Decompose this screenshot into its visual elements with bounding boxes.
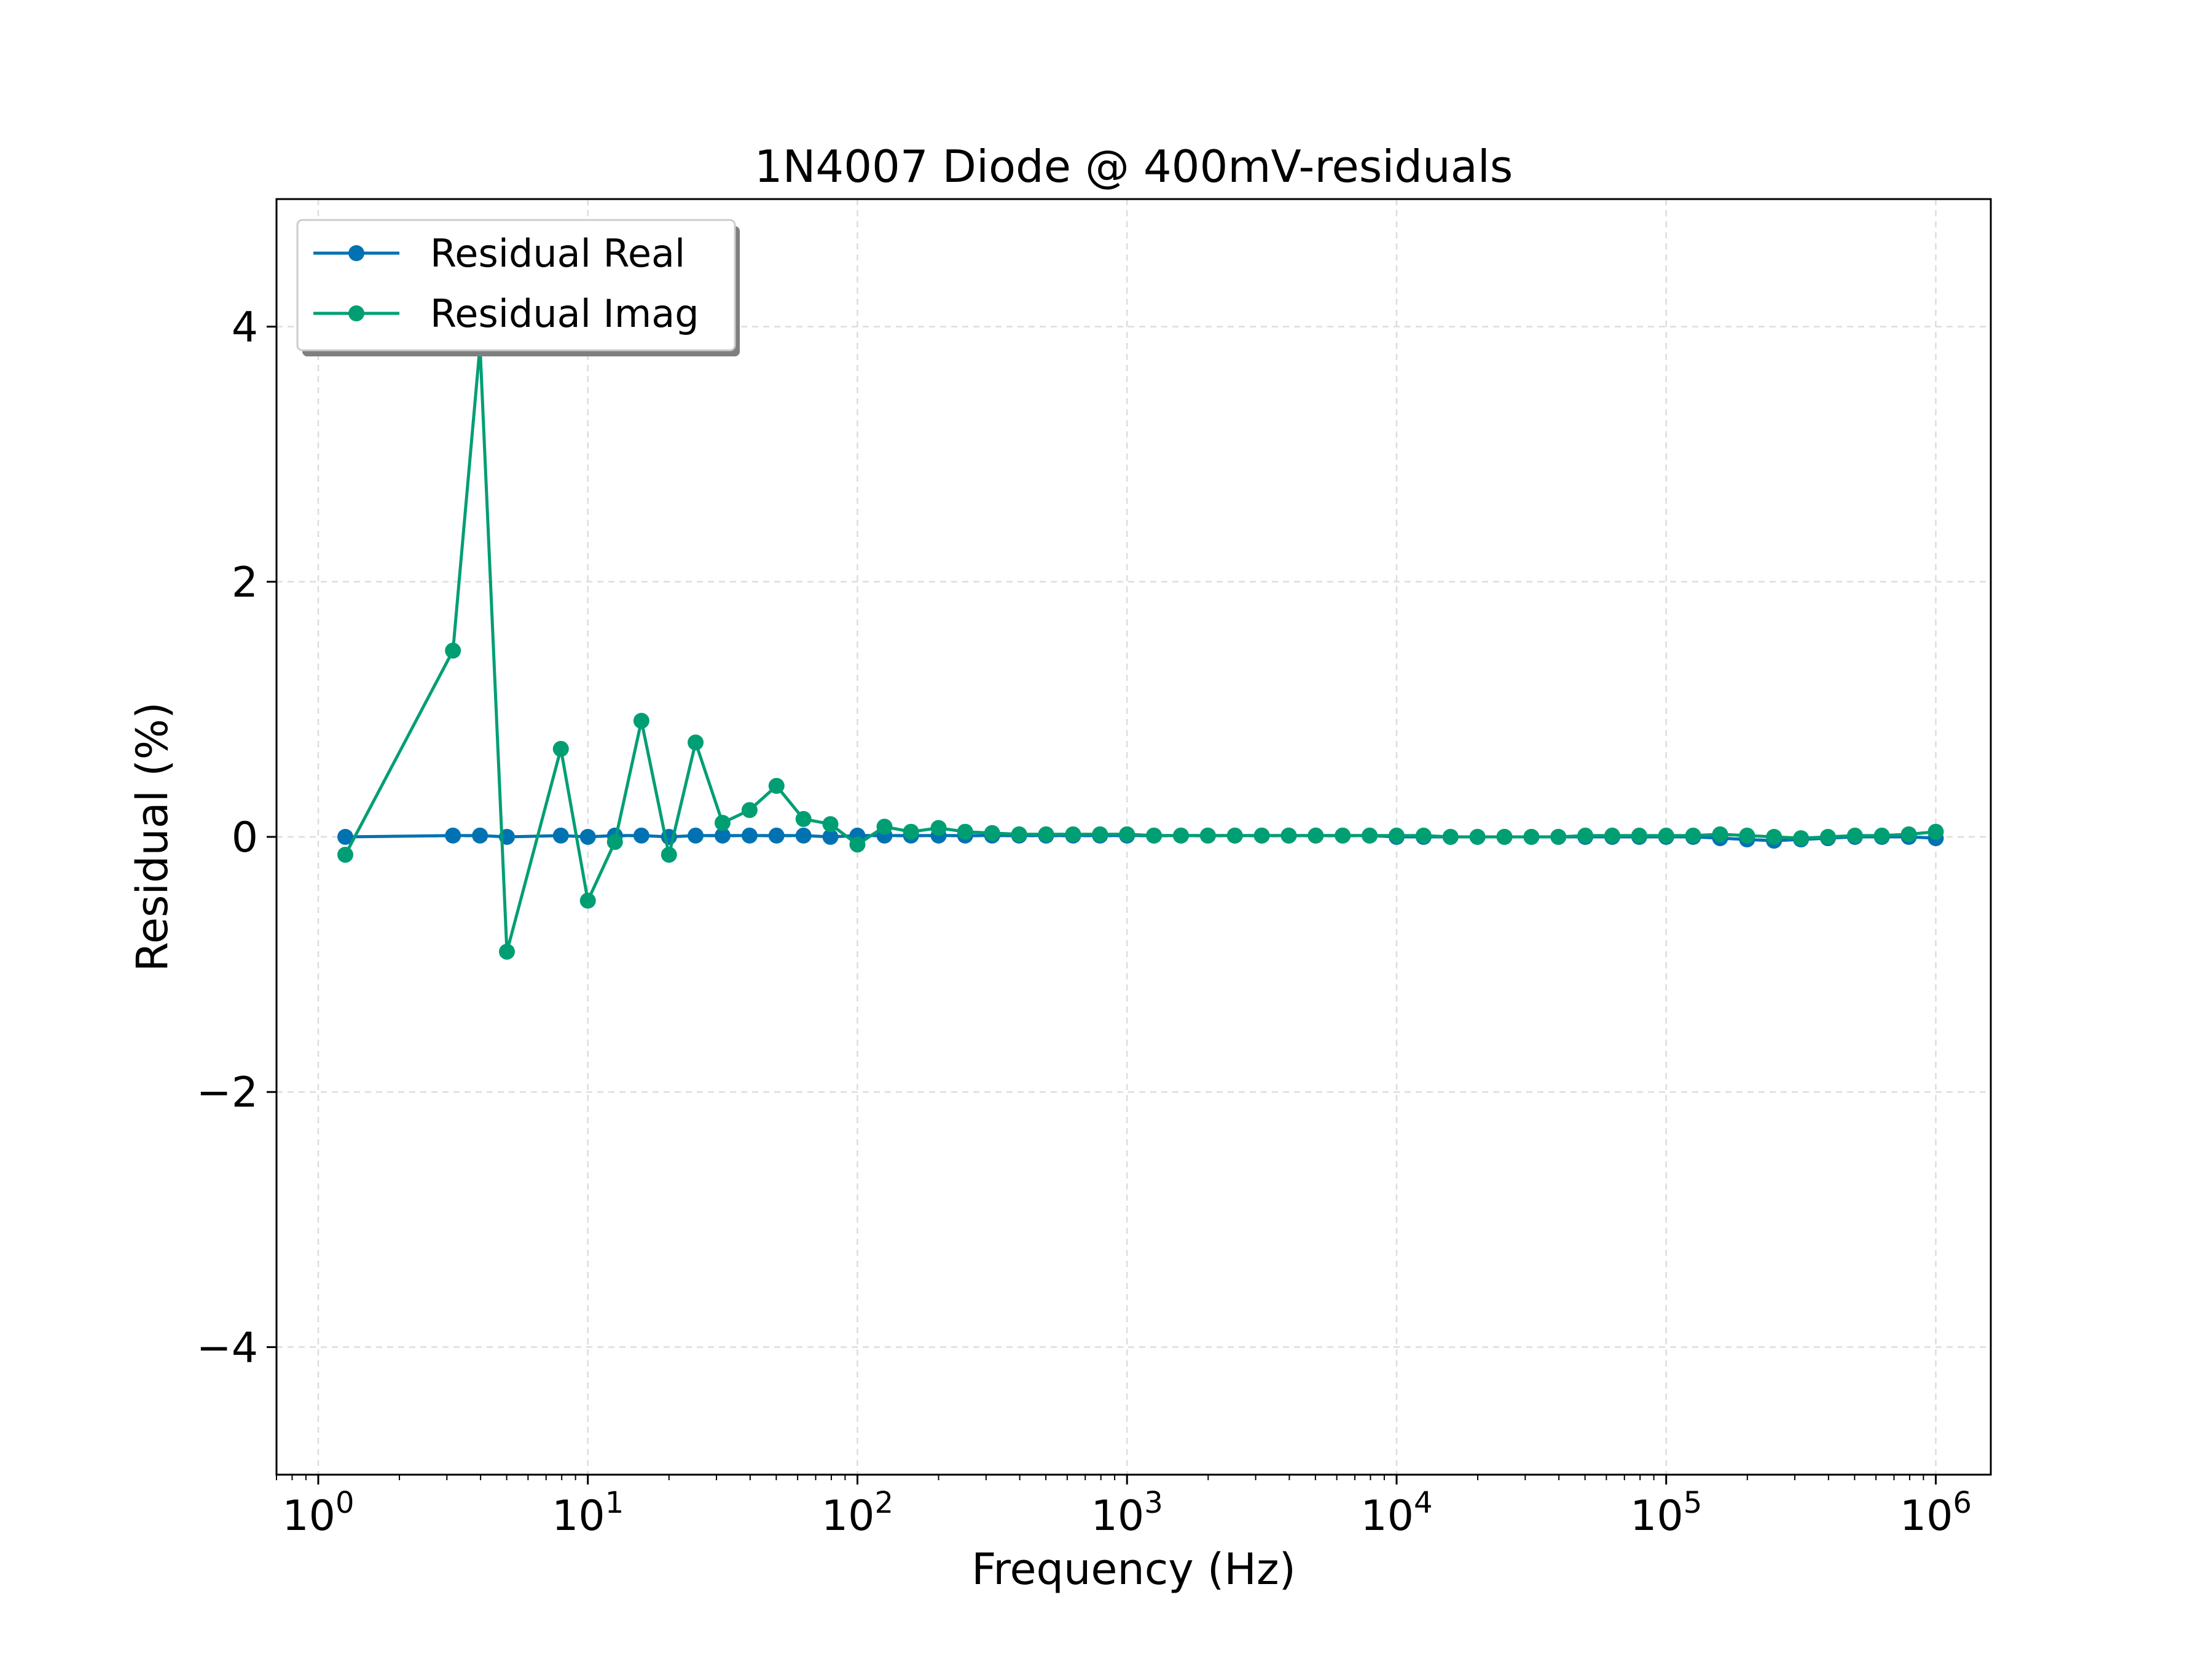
data-point-residual-imag (1604, 827, 1620, 844)
data-point-residual-imag (1766, 829, 1783, 845)
x-tick-label: 105 (1630, 1486, 1702, 1540)
data-point-residual-imag (984, 825, 1000, 841)
data-point-residual-imag (1362, 827, 1378, 844)
x-tick-label: 100 (282, 1486, 354, 1540)
data-point-residual-imag (930, 820, 947, 836)
y-tick-label: −4 (197, 1324, 258, 1372)
data-point-residual-imag (903, 823, 919, 840)
data-point-residual-imag (1496, 829, 1513, 845)
x-axis: 100 101 102 103 104 105 106 (276, 1475, 1972, 1540)
data-point-residual-imag (876, 818, 893, 835)
y-tick-label: −2 (197, 1069, 258, 1117)
data-point-residual-imag (1065, 826, 1081, 842)
x-tick-label: 103 (1091, 1486, 1163, 1540)
data-point-residual-imag (1523, 829, 1540, 845)
data-point-residual-imag (1011, 826, 1027, 842)
data-point-residual-imag (1415, 827, 1432, 844)
data-point-residual-imag (579, 892, 596, 909)
data-point-residual-imag (1550, 829, 1567, 845)
plot-area (337, 337, 1944, 960)
data-point-residual-imag (661, 847, 677, 863)
y-tick-label: 4 (232, 304, 258, 352)
data-point-residual-imag (1928, 823, 1944, 840)
y-tick-label: 2 (232, 559, 258, 607)
data-point-residual-imag (1658, 827, 1674, 844)
data-point-residual-imag (1631, 827, 1647, 844)
data-point-residual-imag (1442, 829, 1459, 845)
data-point-residual-real (795, 827, 812, 844)
data-point-residual-imag (633, 713, 649, 729)
legend-box (296, 219, 736, 351)
y-tick-label: 0 (232, 814, 258, 862)
data-point-residual-imag (1469, 829, 1486, 845)
data-point-residual-imag (1226, 827, 1243, 844)
data-point-residual-real (445, 827, 461, 844)
data-point-residual-real (688, 827, 704, 844)
data-point-residual-imag (1685, 827, 1701, 844)
data-point-residual-imag (1092, 826, 1108, 842)
data-point-residual-imag (606, 834, 623, 850)
data-point-residual-imag (499, 943, 516, 960)
data-point-residual-imag (1335, 827, 1351, 844)
data-point-residual-real (822, 829, 839, 845)
data-point-residual-imag (1119, 826, 1135, 842)
data-point-residual-real (472, 827, 488, 844)
data-point-residual-imag (1172, 827, 1189, 844)
legend-dot-residual-imag (348, 305, 364, 321)
data-point-residual-imag (1308, 827, 1324, 844)
data-point-residual-real (714, 827, 731, 844)
data-point-residual-imag (1739, 827, 1755, 844)
x-tick-label: 104 (1360, 1486, 1432, 1540)
data-point-residual-imag (795, 810, 812, 827)
chart-title: 1N4007 Diode @ 400mV-residuals (755, 141, 1513, 192)
data-point-residual-imag (1038, 826, 1054, 842)
legend: Residual Real Residual Imag (296, 219, 740, 356)
x-tick-label: 101 (552, 1486, 624, 1540)
data-point-residual-imag (1900, 826, 1917, 842)
data-point-residual-real (552, 827, 569, 844)
data-point-residual-imag (1281, 827, 1297, 844)
data-point-residual-imag (1846, 827, 1863, 844)
y-axis: −4 −2 0 2 4 (197, 304, 276, 1372)
legend-label-residual-imag: Residual Imag (430, 291, 699, 336)
data-point-residual-imag (768, 777, 785, 794)
data-point-residual-imag (1819, 829, 1836, 845)
data-point-residual-imag (1388, 827, 1405, 844)
data-point-residual-imag (714, 815, 731, 831)
grid (276, 199, 1991, 1475)
x-tick-label: 106 (1900, 1486, 1972, 1540)
data-point-residual-imag (445, 642, 461, 659)
data-point-residual-imag (822, 816, 839, 833)
data-point-residual-imag (1199, 827, 1216, 844)
x-axis-label: Frequency (Hz) (971, 1544, 1296, 1594)
data-point-residual-real (741, 827, 758, 844)
data-point-residual-imag (741, 802, 758, 818)
data-point-residual-imag (1253, 827, 1270, 844)
data-point-residual-real (337, 829, 353, 845)
data-point-residual-imag (957, 823, 973, 840)
data-point-residual-imag (1873, 827, 1890, 844)
data-point-residual-imag (1712, 826, 1728, 842)
data-point-residual-real (579, 829, 596, 845)
data-point-residual-real (768, 827, 785, 844)
x-tick-label: 102 (822, 1486, 893, 1540)
data-point-residual-imag (1146, 827, 1163, 844)
data-point-residual-imag (337, 847, 353, 863)
data-point-residual-real (633, 827, 649, 844)
data-point-residual-imag (1577, 827, 1594, 844)
legend-dot-residual-real (348, 245, 364, 261)
data-point-residual-imag (688, 734, 704, 751)
data-point-residual-imag (1793, 830, 1810, 847)
data-point-residual-imag (552, 740, 569, 757)
legend-label-residual-real: Residual Real (430, 231, 685, 276)
data-point-residual-imag (849, 836, 866, 853)
y-axis-label: Residual (%) (127, 702, 178, 971)
